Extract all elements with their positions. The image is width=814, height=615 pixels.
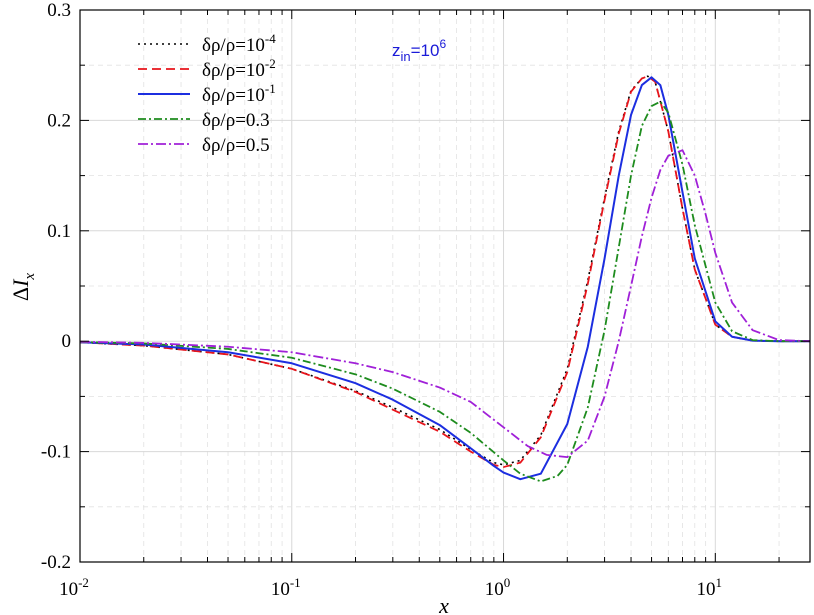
y-tick-label: 0.1 <box>47 221 71 242</box>
y-axis-label: ΔIx <box>8 273 38 301</box>
y-tick-label: 0.3 <box>47 0 71 21</box>
legend-label-5: δρ/ρ=0.5 <box>202 135 270 156</box>
series-layer <box>79 75 811 483</box>
tick-labels: 10-2 10-1 100 101 -0.2 -0.1 0 0.1 0.2 0.3 <box>41 0 722 600</box>
x-tick-label: 101 <box>697 575 723 600</box>
legend-label-1: δρ/ρ=10-4 <box>202 31 276 56</box>
y-tick-label: 0.2 <box>47 110 71 131</box>
series-line-1 <box>79 75 810 466</box>
series-line-3 <box>79 76 810 481</box>
ticks <box>79 9 810 563</box>
x-tick-label: 10-2 <box>59 575 89 600</box>
x-axis-label: x <box>438 593 449 615</box>
series-line-4 <box>79 100 810 483</box>
legend: δρ/ρ=10-4δρ/ρ=10-2δρ/ρ=10-1 δρ/ρ=0.3 δρ/ρ=… <box>138 31 276 156</box>
legend-label-2: δρ/ρ=10-2 <box>202 56 276 81</box>
y-tick-label: 0 <box>62 331 72 352</box>
legend-label-3: δρ/ρ=10-1 <box>202 81 276 106</box>
grid <box>79 10 810 562</box>
series-line-2 <box>79 75 810 468</box>
x-tick-label: 10-1 <box>271 575 301 600</box>
legend-label-4: δρ/ρ=0.3 <box>202 110 270 131</box>
series-line-5 <box>79 149 811 459</box>
y-tick-label: -0.1 <box>41 442 71 463</box>
x-tick-label: 100 <box>485 575 511 600</box>
annotation-z-in: zin=106 <box>392 37 446 64</box>
y-tick-label: -0.2 <box>41 552 71 573</box>
